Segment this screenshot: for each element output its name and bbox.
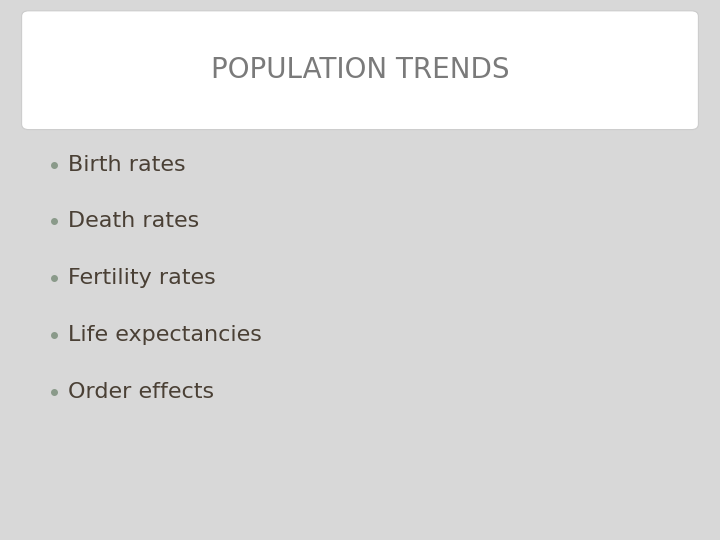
Text: Order effects: Order effects bbox=[68, 381, 215, 402]
Text: Death rates: Death rates bbox=[68, 211, 199, 232]
Text: Birth rates: Birth rates bbox=[68, 154, 186, 175]
Text: Life expectancies: Life expectancies bbox=[68, 325, 262, 345]
FancyBboxPatch shape bbox=[22, 11, 698, 130]
Text: POPULATION TRENDS: POPULATION TRENDS bbox=[211, 56, 509, 84]
Text: Fertility rates: Fertility rates bbox=[68, 268, 216, 288]
